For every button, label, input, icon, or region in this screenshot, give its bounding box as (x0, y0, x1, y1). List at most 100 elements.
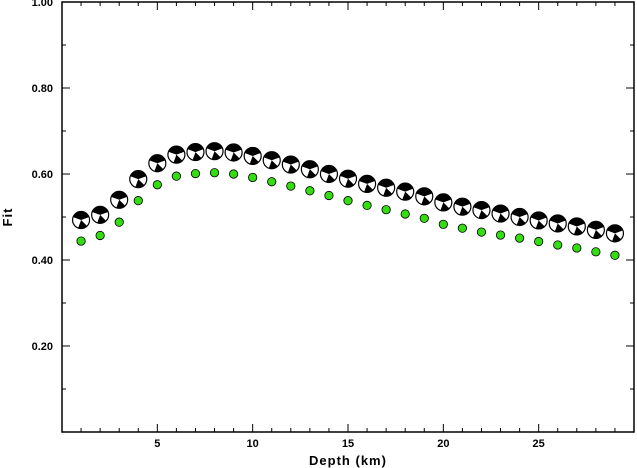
mechanism-outline (186, 142, 205, 162)
mechanism-dilatational (500, 210, 510, 220)
x-tick-label: 25 (533, 438, 545, 450)
mechanism-dilatational (252, 153, 262, 162)
mechanism-dilatational (614, 230, 624, 240)
green-point (114, 217, 124, 227)
mechanism-dilatational (81, 217, 90, 227)
green-point (248, 172, 258, 183)
green-point (133, 196, 143, 206)
green-point (457, 223, 467, 233)
y-tick-label: 0.20 (32, 341, 53, 353)
mechanism-dilatational (538, 217, 548, 227)
mechanism-dilatational (481, 207, 490, 217)
mechanism-outline (453, 197, 472, 216)
mechanism-dilatational (424, 193, 433, 203)
green-point (286, 181, 296, 191)
mechanism-outline (567, 217, 586, 236)
mechanism-dilatational (348, 175, 357, 185)
mechanism-dilatational (595, 226, 605, 236)
mechanism-dilatational (138, 176, 147, 186)
focal-mechanism-point (243, 146, 262, 166)
green-point (305, 186, 315, 196)
green-point (438, 219, 448, 229)
green-point (229, 169, 239, 179)
green-point (495, 230, 506, 240)
mechanism-dilatational (214, 148, 224, 158)
focal-mechanism-point (491, 204, 510, 223)
plot-frame (61, 1, 635, 433)
focal-mechanism-point (548, 214, 567, 233)
green-point (267, 177, 277, 187)
tick-labels: 5 10 15 20 25 0.20 0.40 0.60 0.80 1.00 (32, 0, 545, 450)
focal-mechanism-point (586, 220, 605, 239)
x-axis-title: Depth (km) (309, 453, 387, 468)
mechanism-dilatational (462, 203, 471, 213)
focal-mechanism-point (300, 160, 319, 179)
mechanism-outline (548, 214, 567, 233)
green-point (610, 250, 620, 260)
focal-mechanism-point (453, 197, 472, 216)
mechanism-outline (281, 155, 300, 174)
green-point (534, 236, 544, 247)
y-tick-label: 0.60 (32, 169, 53, 181)
mechanism-outline (472, 201, 491, 220)
focal-mechanism-point (434, 193, 453, 212)
focal-mechanism-point (167, 145, 186, 164)
focal-mechanism-point (110, 190, 129, 209)
green-point (190, 168, 201, 179)
mechanism-dilatational (443, 199, 452, 209)
focal-mechanism-point (338, 169, 358, 188)
focal-mechanism-point (510, 207, 529, 227)
green-point (400, 209, 410, 219)
focal-mechanism-point (472, 201, 491, 220)
green-point (514, 233, 525, 243)
mechanism-outline (415, 187, 434, 206)
y-axis-title: Fit (0, 208, 15, 227)
mechanism-outline (110, 190, 129, 209)
mechanism-outline (243, 146, 262, 166)
mechanism-outline (529, 211, 548, 230)
mechanism-dilatational (119, 196, 128, 206)
mechanism-dilatational (367, 180, 376, 190)
focal-mechanism-point (377, 178, 396, 197)
mechanism-outline (167, 145, 186, 164)
focal-mechanism-point (415, 187, 434, 206)
mechanism-outline (224, 143, 243, 162)
focal-mechanism-point (129, 170, 148, 189)
x-tick-label: 20 (437, 438, 449, 450)
mechanism-dilatational (233, 149, 243, 159)
mechanism-dilatational (386, 184, 395, 194)
focal-mechanism-point (605, 224, 625, 243)
green-point (419, 213, 429, 223)
focal-mechanism-point (91, 205, 110, 224)
mechanism-dilatational (271, 157, 281, 167)
focal-mechanism-point (224, 143, 243, 162)
mechanism-dilatational (557, 220, 567, 230)
focal-mechanism-point (71, 210, 91, 230)
green-point (209, 168, 220, 178)
green-point (76, 236, 86, 246)
x-tick-label: 15 (342, 438, 354, 450)
mechanism-dilatational (100, 211, 109, 221)
focal-mechanism-point (262, 151, 281, 170)
green-point (324, 190, 334, 201)
mechanism-outline (129, 170, 148, 189)
mechanism-dilatational (176, 151, 185, 161)
mechanism-outline (396, 182, 415, 201)
green-series (76, 168, 620, 260)
focal-mechanism-point (396, 182, 415, 201)
green-point (171, 171, 181, 181)
green-point (362, 200, 372, 210)
mechanism-outline (91, 205, 110, 224)
mechanism-outline (300, 160, 319, 179)
mechanism-dilatational (576, 223, 586, 233)
mechanism-outline (434, 193, 453, 212)
mechanism-outline (205, 142, 224, 161)
focal-mechanism-point (567, 217, 586, 236)
mechanism-outline (319, 164, 339, 184)
y-tick-label: 1.00 (32, 0, 53, 9)
green-point (591, 247, 601, 257)
mechanism-dilatational (290, 161, 300, 171)
mechanism-dilatational (519, 214, 529, 224)
focal-mechanism-point (148, 154, 167, 173)
tick-marks (62, 2, 634, 432)
